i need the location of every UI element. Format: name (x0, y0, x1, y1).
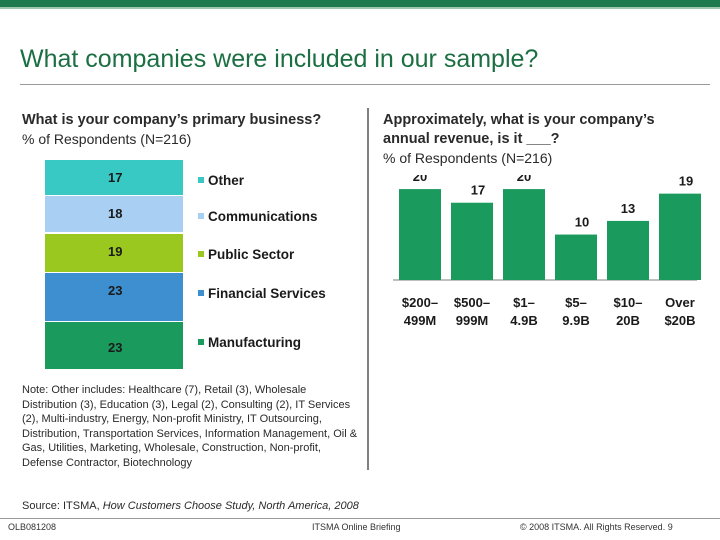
slide-title: What companies were included in our samp… (20, 45, 539, 73)
revenue-bar (451, 202, 493, 280)
bar-value-label: 13 (621, 201, 635, 216)
legend-item: Other (198, 173, 244, 188)
category-label-line1: $500– (454, 295, 490, 310)
right-question-line2: annual revenue, is it ___? (383, 131, 560, 147)
category-label-line1: $1– (513, 295, 535, 310)
revenue-bar-chart: 20 $200– 499M 17 $500– 999M 20 $1– 4.9B 10 $5– 9.9B… (393, 175, 701, 328)
legend-item: Communications (198, 209, 318, 224)
legend-label: Other (208, 173, 245, 188)
footer-divider (0, 518, 720, 519)
revenue-bar (555, 234, 597, 280)
legend-item: Public Sector (198, 247, 294, 262)
category-label-line2: $20B (664, 313, 695, 328)
stack-value-label: 23 (108, 339, 123, 355)
legend-item: Manufacturing (198, 335, 301, 350)
right-question-block: Approximately, what is your company’s an… (383, 111, 703, 168)
legend-label: Communications (208, 208, 318, 224)
category-label-line1: $5– (565, 295, 587, 310)
footer-title: ITSMA Online Briefing (312, 522, 401, 532)
legend-item: Financial Services (198, 286, 326, 301)
category-label-line2: 9.9B (562, 313, 589, 328)
category-label-line1: Over (665, 295, 695, 310)
left-subtitle: % of Respondents (N=216) (22, 131, 192, 147)
revenue-bar (399, 189, 441, 280)
stack-value-label: 19 (108, 243, 123, 259)
stack-segment-financial-services (45, 273, 183, 322)
top-accent-stripe (0, 7, 720, 9)
category-label-line2: 4.9B (510, 313, 537, 328)
footer-copyright: © 2008 ITSMA. All Rights Reserved. 9 (520, 522, 673, 532)
stack-value-label: 18 (108, 205, 123, 221)
top-accent-bar (0, 0, 720, 7)
revenue-bar (503, 189, 545, 280)
stack-segment-public-sector (45, 233, 183, 274)
left-question: What is your company’s primary business? (22, 112, 322, 128)
column-divider (367, 108, 369, 470)
footer-code: OLB081208 (8, 522, 57, 532)
category-label-line2: 999M (456, 313, 489, 328)
legend-swatch (198, 177, 204, 183)
right-subtitle: % of Respondents (N=216) (383, 150, 553, 166)
stack-segment-other (45, 160, 183, 196)
legend-label: Financial Services (208, 286, 326, 302)
stack-segment-communications (45, 195, 183, 234)
legend-swatch (198, 290, 204, 297)
right-question-line1: Approximately, what is your company’s (383, 112, 655, 128)
category-label-line1: $10– (614, 295, 643, 310)
bar-value-label: 19 (679, 175, 693, 189)
footnote: Note: Other includes: Healthcare (7), Re… (22, 384, 358, 469)
bar-value-label: 17 (471, 183, 485, 198)
bar-value-label: 20 (413, 175, 427, 184)
stack-value-label: 17 (108, 170, 123, 185)
legend-label: Public Sector (208, 246, 295, 262)
bar-value-label: 10 (575, 215, 589, 230)
source-prefix: Source: ITSMA, (22, 500, 100, 512)
stack-segment-manufacturing (45, 321, 183, 370)
category-label-line2: 20B (616, 313, 640, 328)
legend-label: Manufacturing (208, 334, 301, 350)
category-label-line2: 499M (404, 313, 437, 328)
source-title: How Customers Choose Study, North Americ… (102, 500, 359, 512)
category-label-line1: $200– (402, 295, 438, 310)
revenue-bar (607, 220, 649, 280)
legend-swatch (198, 212, 204, 219)
bar-value-label: 20 (517, 175, 531, 184)
legend-swatch (198, 250, 204, 257)
left-question-block: What is your company’s primary business?… (22, 111, 362, 149)
source-citation: Source: ITSMA, How Customers Choose Stud… (22, 500, 359, 512)
legend-swatch (198, 338, 204, 345)
title-divider (20, 84, 710, 85)
stack-value-label: 23 (108, 283, 123, 299)
revenue-bar (659, 193, 701, 280)
